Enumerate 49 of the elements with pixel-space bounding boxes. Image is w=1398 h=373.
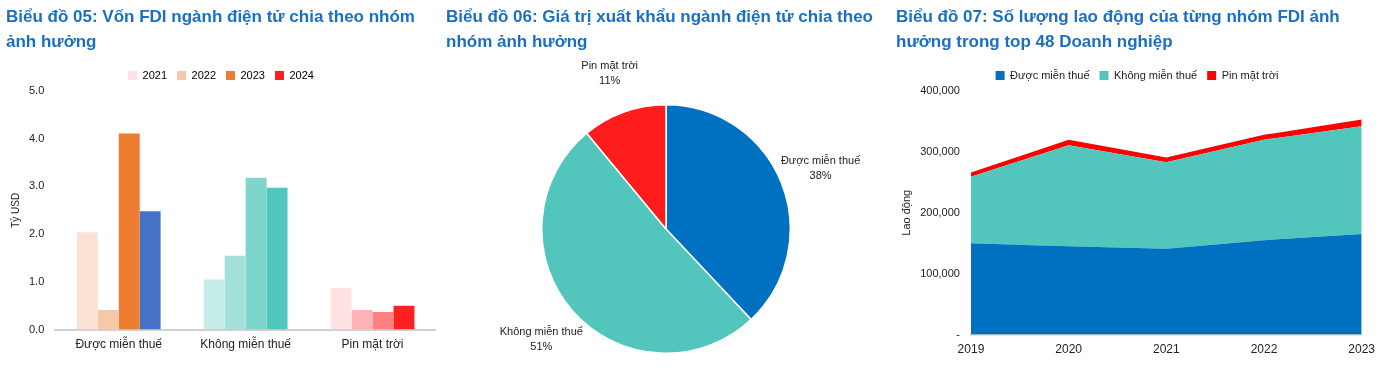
y-tick-label: 0.0 [28, 322, 45, 335]
x-tick-label: Pin mặt trời [341, 337, 404, 352]
x-tick-label: Được miễn thuế [75, 336, 163, 352]
bar [266, 187, 288, 330]
y-tick-label: 400,000 [920, 84, 960, 97]
data-label: 51% [530, 339, 553, 352]
y-tick-label: 2.0 [28, 227, 45, 240]
x-tick-label: 2020 [1055, 342, 1083, 357]
chart-title: Biểu đồ 06: Giá trị xuất khẩu ngành điện tử chia theo nhóm ảnh hưởng [446, 6, 874, 53]
legend-label: 2023 [240, 68, 265, 81]
bar [351, 310, 373, 330]
x-tick-label: Không miễn thuế [200, 336, 292, 352]
y-tick-label: 300,000 [920, 144, 960, 157]
y-axis-title: Lao động [899, 189, 912, 236]
legend-label: 2022 [191, 68, 217, 81]
y-tick-label: - [956, 327, 961, 340]
x-tick-label: 2022 [1250, 342, 1278, 357]
data-label: 11% [599, 73, 621, 86]
bar [139, 211, 161, 330]
y-tick-label: 1.0 [28, 274, 45, 287]
y-axis-title: Tỷ USD [9, 192, 21, 228]
bar [372, 311, 394, 330]
y-tick-label: 5.0 [28, 84, 45, 97]
y-tick-label: 3.0 [28, 179, 45, 192]
x-tick-label: 2019 [957, 342, 985, 357]
slice-label: Pin mặt trời [581, 58, 639, 71]
legend-label: Pin mặt trời [1221, 68, 1279, 81]
bar [393, 305, 415, 330]
chart-title: Biểu đồ 07: Số lượng lao động của từng nhóm FDI ảnh hưởng trong top 48 Doanh nghiệp [896, 6, 1341, 53]
y-tick-label: 4.0 [28, 131, 45, 144]
bar [97, 310, 119, 330]
chart-title: Biểu đồ 05: Vốn FDI ngành điện tử chia theo nhóm ảnh hưởng [6, 6, 416, 53]
y-tick-label: 100,000 [920, 266, 960, 279]
bar [203, 279, 225, 330]
legend-label: Không miễn thuế [1113, 68, 1198, 81]
x-tick-label: 2023 [1348, 342, 1376, 357]
slice-label: Được miễn thuế [780, 153, 861, 166]
bar [224, 255, 246, 330]
bar [245, 177, 267, 330]
bar [76, 232, 98, 330]
slice-label: Không miễn thuế [499, 324, 583, 337]
legend-label: 2021 [142, 68, 168, 81]
y-tick-label: 200,000 [920, 205, 960, 218]
bar [330, 288, 352, 330]
legend-label: Được miễn thuế [1010, 68, 1090, 81]
data-label: 38% [809, 168, 832, 181]
x-tick-label: 2021 [1152, 342, 1180, 357]
bar [118, 133, 140, 330]
legend-label: 2024 [289, 68, 314, 81]
